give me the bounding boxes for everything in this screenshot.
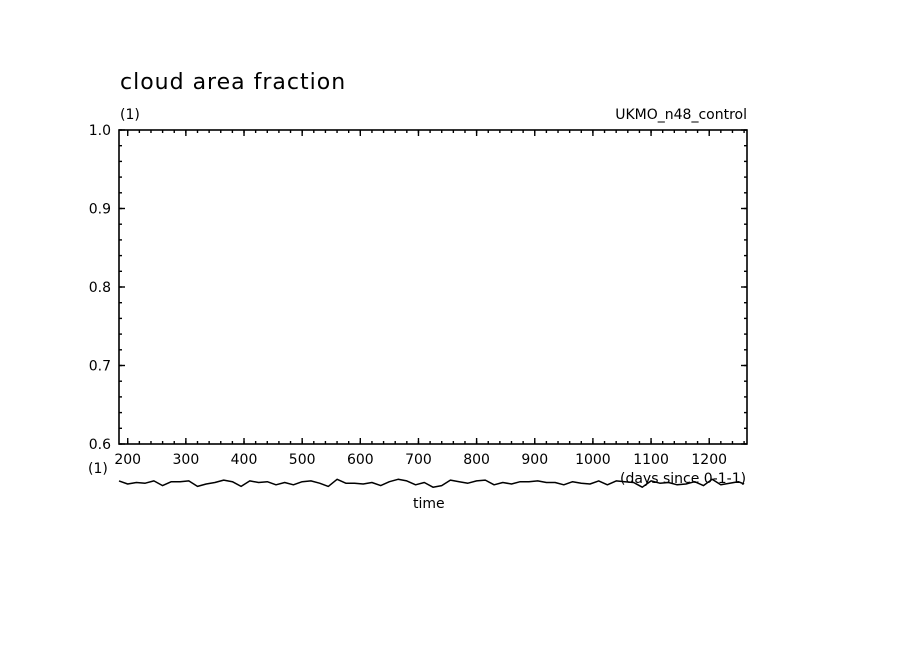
x-tick-label: 1200: [691, 452, 727, 468]
x-tick-label: 1100: [633, 452, 669, 468]
x-tick-label: 800: [463, 452, 490, 468]
units-label: (1): [120, 107, 140, 123]
lower-units-label: (1): [88, 461, 108, 477]
dataset-label: UKMO_n48_control: [615, 107, 747, 123]
y-axis: 1.0 0.9 0.8 0.7 0.6: [89, 123, 747, 453]
chart-title: cloud area fraction: [120, 70, 346, 95]
x-units-label: (days since 0-1-1): [620, 471, 746, 487]
y-tick-label: 0.6: [89, 437, 111, 453]
x-axis: 200 300 400 500 600 700 800 900 1000 1100 1200: [114, 130, 745, 468]
x-tick-label: 500: [289, 452, 316, 468]
cloud-fraction-series-line: [118, 478, 745, 488]
x-tick-label: 700: [405, 452, 432, 468]
x-tick-label: 200: [114, 452, 141, 468]
plot-frame: [118, 129, 748, 445]
x-axis-title: time: [413, 496, 445, 512]
x-tick-label: 400: [231, 452, 258, 468]
x-tick-label: 300: [173, 452, 200, 468]
x-tick-label: 600: [347, 452, 374, 468]
y-tick-label: 0.8: [89, 280, 111, 296]
y-tick-label: 0.7: [89, 359, 111, 375]
y-tick-label: 0.9: [89, 202, 111, 218]
x-tick-label: 1000: [575, 452, 611, 468]
y-tick-label: 1.0: [89, 123, 111, 139]
x-tick-label: 900: [521, 452, 548, 468]
